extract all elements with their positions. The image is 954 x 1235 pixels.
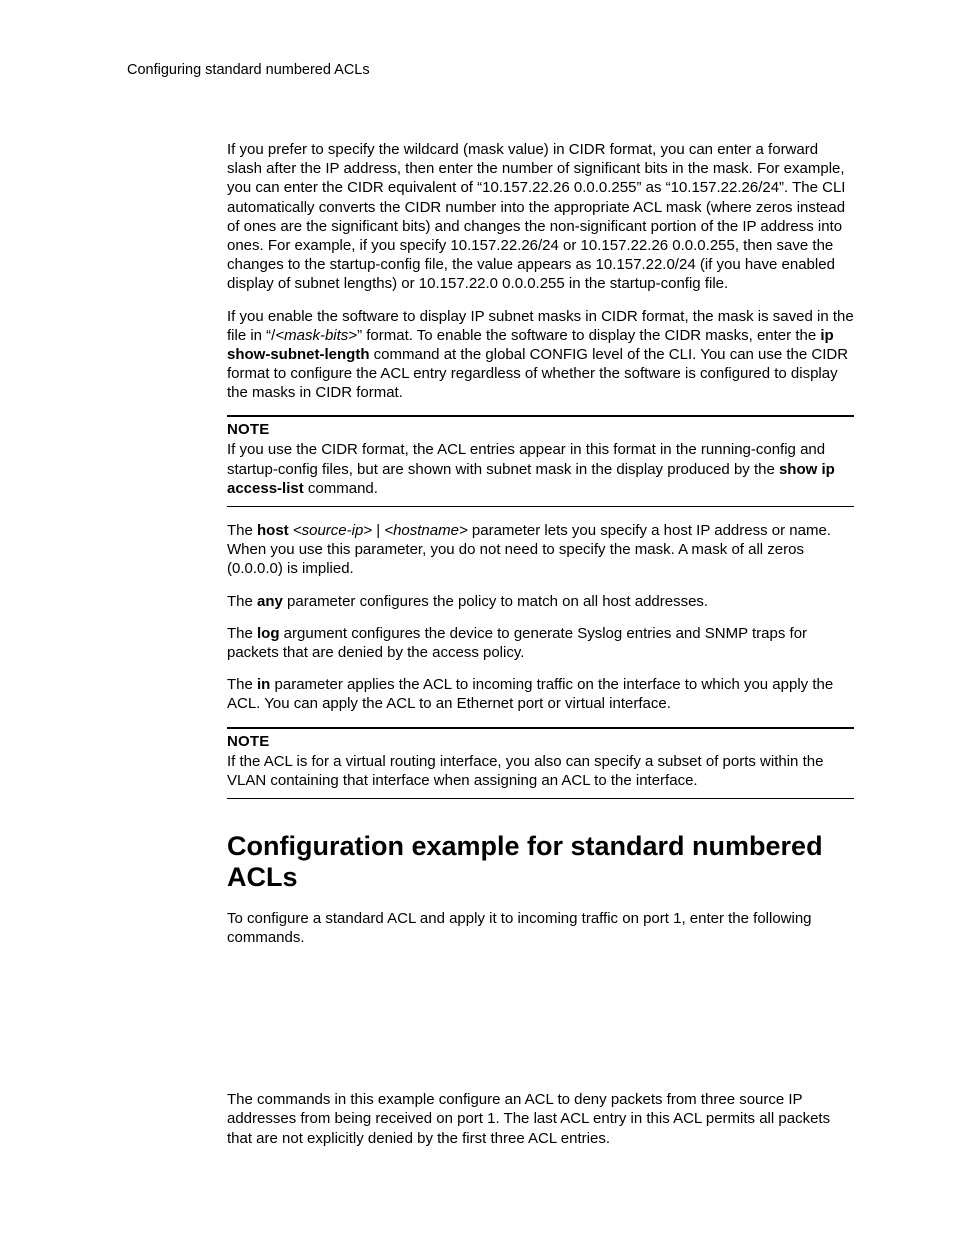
note-body: If you use the CIDR format, the ACL entr… (227, 440, 854, 498)
text: command. (304, 480, 378, 497)
paragraph-config-explain: The commands in this example configure a… (227, 1090, 854, 1148)
page: Configuring standard numbered ACLs If yo… (0, 0, 954, 1235)
text: The (227, 676, 257, 693)
text: ” format. To enable the software to disp… (357, 327, 820, 344)
note-label: NOTE (227, 733, 854, 750)
paragraph-any-param: The any parameter configures the policy … (227, 592, 854, 611)
any-keyword: any (257, 593, 283, 610)
text: If you use the CIDR format, the ACL entr… (227, 441, 825, 477)
section-title-config-example: Configuration example for standard numbe… (227, 831, 854, 893)
maskbits-param: <mask-bits> (275, 327, 357, 344)
running-header: Configuring standard numbered ACLs (127, 62, 854, 78)
main-content: If you prefer to specify the wildcard (m… (227, 140, 854, 1148)
note-cidr-format: NOTE If you use the CIDR format, the ACL… (227, 415, 854, 507)
text: argument configures the device to genera… (227, 625, 807, 661)
text: The (227, 625, 257, 642)
text: The (227, 522, 257, 539)
paragraph-host-param: The host <source-ip> | <hostname> parame… (227, 521, 854, 579)
hostname-param: <hostname> (384, 522, 467, 539)
text: | (372, 522, 384, 539)
note-label: NOTE (227, 421, 854, 438)
in-keyword: in (257, 676, 270, 693)
paragraph-cidr-display: If you enable the software to display IP… (227, 307, 854, 403)
paragraph-cidr-wildcard: If you prefer to specify the wildcard (m… (227, 140, 854, 294)
example-spacer (227, 960, 854, 1090)
text: The (227, 593, 257, 610)
paragraph-in-param: The in parameter applies the ACL to inco… (227, 675, 854, 713)
log-keyword: log (257, 625, 280, 642)
host-keyword: host (257, 522, 289, 539)
note-body: If the ACL is for a virtual routing inte… (227, 752, 854, 790)
text: parameter configures the policy to match… (283, 593, 708, 610)
source-ip-param: <source-ip> (293, 522, 372, 539)
text: parameter applies the ACL to incoming tr… (227, 676, 833, 712)
paragraph-log-arg: The log argument configures the device t… (227, 624, 854, 662)
note-virtual-routing: NOTE If the ACL is for a virtual routing… (227, 727, 854, 799)
paragraph-config-intro: To configure a standard ACL and apply it… (227, 909, 854, 947)
